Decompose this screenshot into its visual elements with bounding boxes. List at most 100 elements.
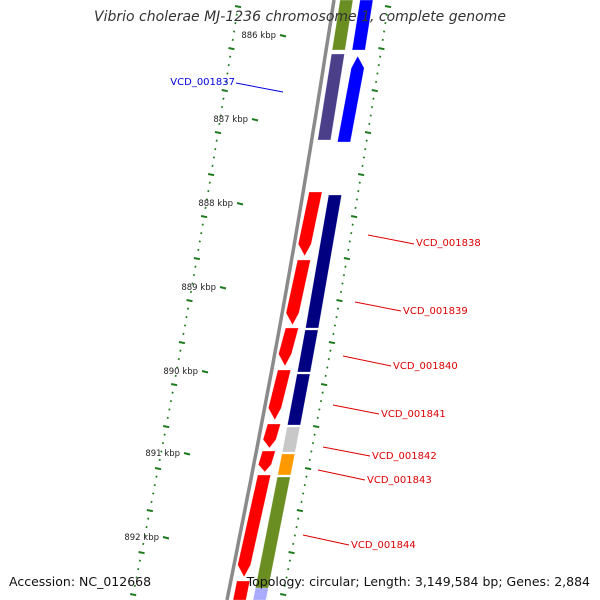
gene-feature-vcd-001844[interactable] bbox=[252, 476, 291, 600]
gene-label-vcd-001841[interactable]: VCD_001841 bbox=[381, 409, 446, 420]
scale-tick bbox=[364, 147, 367, 151]
gene-feature[interactable] bbox=[252, 587, 269, 600]
scale-tick bbox=[215, 139, 218, 142]
gene-label-vcd-001843[interactable]: VCD_001843 bbox=[367, 475, 432, 486]
scale-tick bbox=[228, 47, 235, 51]
scale-tick bbox=[279, 593, 287, 597]
gene-feature-vcd-001838[interactable] bbox=[305, 194, 342, 329]
gene-feature-vcd-001838-cds[interactable] bbox=[297, 191, 323, 257]
scale-tick bbox=[384, 5, 392, 9]
scale-tick bbox=[200, 215, 208, 219]
scale-label: 892 kbp bbox=[124, 533, 159, 543]
scale-tick bbox=[133, 584, 136, 588]
major-tick bbox=[219, 286, 227, 290]
scale-tick bbox=[218, 122, 221, 126]
gene-feature-vcd-001841[interactable] bbox=[287, 373, 311, 426]
scale-tick bbox=[385, 13, 388, 16]
scale-tick bbox=[308, 458, 311, 462]
gene-label-leader bbox=[332, 404, 380, 415]
scale-tick bbox=[207, 189, 210, 193]
gene-feature-vcd-001841-cds[interactable] bbox=[267, 369, 292, 421]
scale-tick bbox=[185, 315, 188, 319]
scale-label: 888 kbp bbox=[198, 199, 233, 209]
scale-tick bbox=[142, 542, 145, 546]
scale-tick bbox=[232, 30, 236, 33]
scale-tick bbox=[305, 475, 308, 478]
scale-tick bbox=[186, 307, 190, 310]
scale-tick bbox=[220, 105, 224, 109]
gene-label-vcd-001837[interactable]: VCD_001837 bbox=[170, 77, 235, 88]
scale-tick bbox=[333, 324, 337, 327]
scale-tick bbox=[186, 299, 193, 303]
scale-tick bbox=[319, 399, 323, 403]
gene-feature[interactable] bbox=[232, 580, 251, 600]
scale-tick bbox=[168, 408, 171, 411]
scale-tick bbox=[354, 206, 357, 210]
scale-tick bbox=[320, 383, 328, 387]
scale-tick bbox=[197, 248, 200, 252]
scale-label: 886 kbp bbox=[241, 31, 276, 41]
scale-tick bbox=[171, 391, 174, 394]
scale-tick bbox=[135, 576, 138, 579]
gene-feature[interactable] bbox=[351, 0, 374, 51]
gene-label-leader bbox=[317, 469, 366, 481]
scale-tick bbox=[293, 534, 297, 537]
gene-feature-vcd-001837-cds[interactable] bbox=[337, 55, 365, 143]
outer-tick-ring bbox=[279, 5, 392, 597]
scale-tick bbox=[326, 366, 329, 369]
scale-tick bbox=[297, 517, 300, 520]
scale-tick bbox=[372, 97, 375, 100]
gene-label-vcd-001844[interactable]: VCD_001844 bbox=[351, 540, 416, 551]
gene-feature-vcd-001844-cds[interactable] bbox=[237, 474, 272, 578]
scale-tick bbox=[328, 341, 336, 345]
gene-feature-vcd-001840[interactable] bbox=[297, 329, 319, 373]
gene-label-leader bbox=[367, 234, 415, 245]
scale-tick bbox=[176, 366, 179, 369]
scale-tick bbox=[285, 576, 288, 579]
scale-tick bbox=[329, 349, 332, 352]
scale-tick bbox=[170, 383, 178, 387]
scale-tick bbox=[212, 156, 216, 159]
gene-feature-vcd-001842[interactable] bbox=[281, 426, 301, 453]
scale-tick bbox=[193, 257, 201, 261]
gene-label-leader bbox=[302, 534, 350, 546]
scale-tick bbox=[341, 282, 344, 285]
scale-tick bbox=[138, 559, 142, 562]
gene-label-vcd-001839[interactable]: VCD_001839 bbox=[403, 306, 468, 317]
gene-label-leader bbox=[322, 446, 371, 457]
scale-tick bbox=[163, 433, 166, 436]
gene-label-vcd-001840[interactable]: VCD_001840 bbox=[393, 361, 458, 372]
scale-tick bbox=[235, 13, 238, 16]
gene-feature-vcd-001839-cds[interactable] bbox=[285, 259, 311, 326]
scale-tick bbox=[381, 38, 384, 42]
scale-tick bbox=[288, 551, 295, 555]
scale-tick bbox=[221, 89, 228, 93]
gene-feature[interactable] bbox=[331, 0, 354, 51]
scale-tick bbox=[189, 290, 193, 294]
major-tick bbox=[183, 452, 191, 456]
scale-tick bbox=[174, 374, 177, 378]
gene-label-leader bbox=[342, 355, 392, 367]
scale-tick bbox=[177, 357, 180, 361]
genome-summary-text: Topology: circular; Length: 3,149,584 bp… bbox=[246, 574, 590, 589]
gene-label-vcd-001838[interactable]: VCD_001838 bbox=[416, 238, 481, 249]
scale-tick bbox=[192, 273, 196, 277]
gene-feature-vcd-001843[interactable] bbox=[277, 453, 296, 476]
scale-tick bbox=[207, 173, 215, 177]
scale-tick bbox=[310, 450, 313, 453]
scale-tick bbox=[371, 89, 378, 93]
scale-tick bbox=[357, 173, 365, 177]
gene-label-vcd-001842[interactable]: VCD_001842 bbox=[372, 451, 437, 462]
gene-feature-vcd-001842-cds[interactable] bbox=[262, 423, 282, 449]
scale-tick bbox=[178, 341, 186, 345]
scale-tick bbox=[368, 122, 371, 126]
gene-label-leader bbox=[354, 301, 402, 312]
gene-feature-vcd-001840-cds[interactable] bbox=[278, 327, 299, 367]
gene-feature-vcd-001843-cds[interactable] bbox=[257, 450, 276, 473]
scale-tick bbox=[198, 240, 201, 243]
gene-feature-vcd-001837[interactable] bbox=[317, 53, 345, 141]
scale-tick bbox=[344, 265, 347, 268]
scale-tick bbox=[183, 324, 187, 327]
scale-tick bbox=[179, 349, 182, 352]
